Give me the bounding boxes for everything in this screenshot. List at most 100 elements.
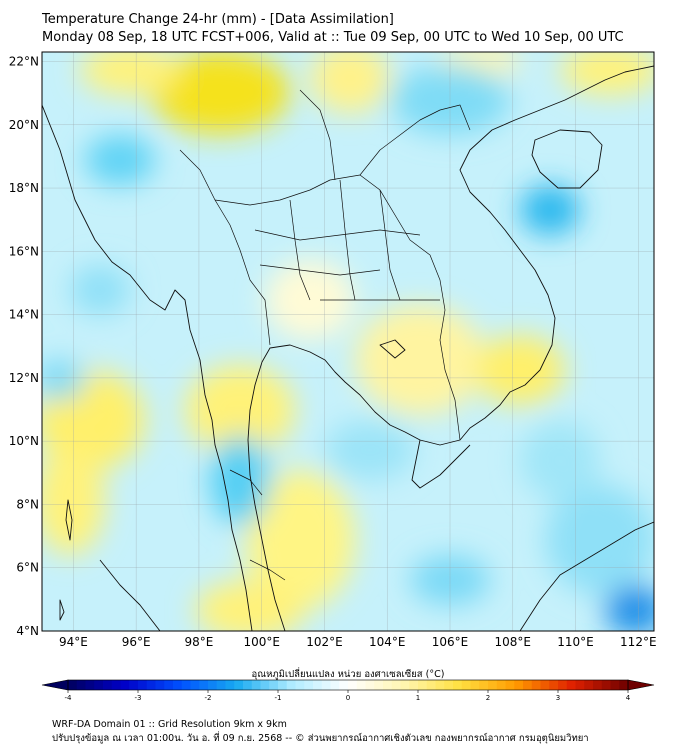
cool-patch	[210, 435, 270, 525]
colorbar-label: อุณหภูมิเปลี่ยนแปลง หน่วย องศาเซลเซียส (…	[252, 667, 445, 680]
colorbar-swatch	[409, 680, 419, 690]
lake-tonle-sap	[379, 339, 406, 359]
colorbar-swatch	[234, 680, 244, 690]
lat-label: 18°N	[9, 181, 39, 195]
temperature-field	[42, 52, 654, 631]
colorbar-swatch	[601, 680, 611, 690]
colorbar-swatch	[94, 680, 104, 690]
lat-label: 22°N	[9, 54, 39, 68]
colorbar-swatch	[610, 680, 620, 690]
coastline-gulf	[247, 65, 654, 631]
colorbar-swatch	[304, 680, 314, 690]
lat-label: 4°N	[16, 624, 39, 638]
credit-line: ปรับปรุงข้อมูล ณ เวลา 01:00น. วัน อ. ที่…	[52, 733, 589, 744]
colorbar	[41, 679, 655, 691]
map-subtitle: Monday 08 Sep, 18 UTC FCST+006, Valid at…	[42, 30, 624, 45]
colorbar-swatch	[260, 680, 270, 690]
colorbar-swatch	[155, 680, 165, 690]
colorbar-swatch	[216, 680, 226, 690]
graticule	[42, 52, 654, 631]
warm-patch	[150, 52, 290, 134]
colorbar-swatch	[479, 680, 489, 690]
latitude-labels: 22°N 20°N 18°N 16°N 14°N 12°N 10°N 8°N 6°N 4°N	[9, 54, 39, 638]
colorbar-swatch	[505, 680, 515, 690]
map-frame	[41, 51, 655, 632]
colorbar-tick-label: 2	[486, 694, 490, 702]
colorbar-swatch	[120, 680, 130, 690]
colorbar-swatch	[330, 680, 340, 690]
coastlines-borders	[42, 65, 654, 631]
lat-label: 14°N	[9, 308, 39, 322]
colorbar-swatch	[348, 680, 358, 690]
lon-label: 106°E	[432, 635, 469, 649]
cool-patch	[85, 135, 155, 185]
colorbar-tick-label: -3	[135, 694, 142, 702]
colorbar-swatch	[365, 680, 375, 690]
colorbar-swatch	[269, 680, 279, 690]
cool-patch	[42, 360, 85, 400]
colorbar-tick-label: -2	[205, 694, 212, 702]
colorbar-swatch	[549, 680, 559, 690]
colorbar-swatch	[173, 680, 183, 690]
coastline-borneo	[519, 521, 654, 631]
colorbar-swatch	[111, 680, 121, 690]
lon-label: 110°E	[557, 635, 594, 649]
colorbar-swatch	[321, 680, 331, 690]
colorbar-swatch	[619, 680, 629, 690]
colorbar-swatch	[243, 680, 253, 690]
coastline-hainan	[531, 129, 603, 189]
colorbar-swatch	[286, 680, 296, 690]
cool-patch	[70, 265, 130, 315]
lat-label: 12°N	[9, 371, 39, 385]
colorbar-ticks: -4 -3 -2 -1 0 1 2 3 4	[65, 690, 631, 702]
colorbar-swatch	[295, 680, 305, 690]
cool-patch	[520, 420, 600, 500]
colorbar-swatch	[444, 680, 454, 690]
colorbar-swatch	[383, 680, 393, 690]
colorbar-swatch	[584, 680, 594, 690]
warm-patch	[80, 52, 180, 95]
island-andaman	[65, 499, 73, 541]
lon-label: 104°E	[369, 635, 406, 649]
colorbar-tick-label: 4	[626, 694, 631, 702]
map-title: Temperature Change 24-hr (mm) - [Data As…	[42, 12, 394, 27]
colorbar-swatch	[146, 680, 156, 690]
colorbar-swatch	[313, 680, 323, 690]
colorbar-swatch	[68, 680, 78, 690]
model-info: WRF-DA Domain 01 :: Grid Resolution 9km …	[52, 719, 287, 730]
colorbar-swatch	[575, 680, 585, 690]
colorbar-swatch	[85, 680, 95, 690]
colorbar-min-extend	[41, 679, 69, 691]
colorbar-swatch	[470, 680, 480, 690]
lat-label: 6°N	[16, 561, 39, 575]
warm-patch	[355, 305, 485, 415]
colorbar-swatch	[435, 680, 445, 690]
lat-label: 16°N	[9, 244, 39, 258]
island-nicobar	[59, 599, 65, 621]
colorbar-swatch	[461, 680, 471, 690]
colorbar-swatch	[208, 680, 218, 690]
colorbar-swatch	[138, 680, 148, 690]
colorbar-swatch	[426, 680, 436, 690]
colorbar-swatch	[374, 680, 384, 690]
colorbar-max-extend	[627, 679, 655, 691]
cool-patch	[520, 185, 580, 235]
colorbar-tick-label: 3	[556, 694, 560, 702]
lat-label: 20°N	[9, 118, 39, 132]
coastline-camau	[411, 439, 471, 489]
coastline-myanmar	[42, 104, 253, 631]
colorbar-swatch	[76, 680, 86, 690]
colorbar-tick-label: -4	[65, 694, 73, 702]
colorbar-swatch	[400, 680, 410, 690]
colorbar-swatch	[190, 680, 200, 690]
colorbar-swatch	[225, 680, 235, 690]
lon-label: 94°E	[59, 635, 88, 649]
colorbar-swatch	[531, 680, 541, 690]
warm-patch	[245, 470, 355, 610]
lat-label: 8°N	[16, 497, 39, 511]
lon-label: 112°E	[620, 635, 657, 649]
lat-label: 10°N	[9, 434, 39, 448]
lon-label: 100°E	[243, 635, 280, 649]
coastline-sumatra	[99, 559, 161, 631]
colorbar-tick-label: 0	[346, 694, 350, 702]
